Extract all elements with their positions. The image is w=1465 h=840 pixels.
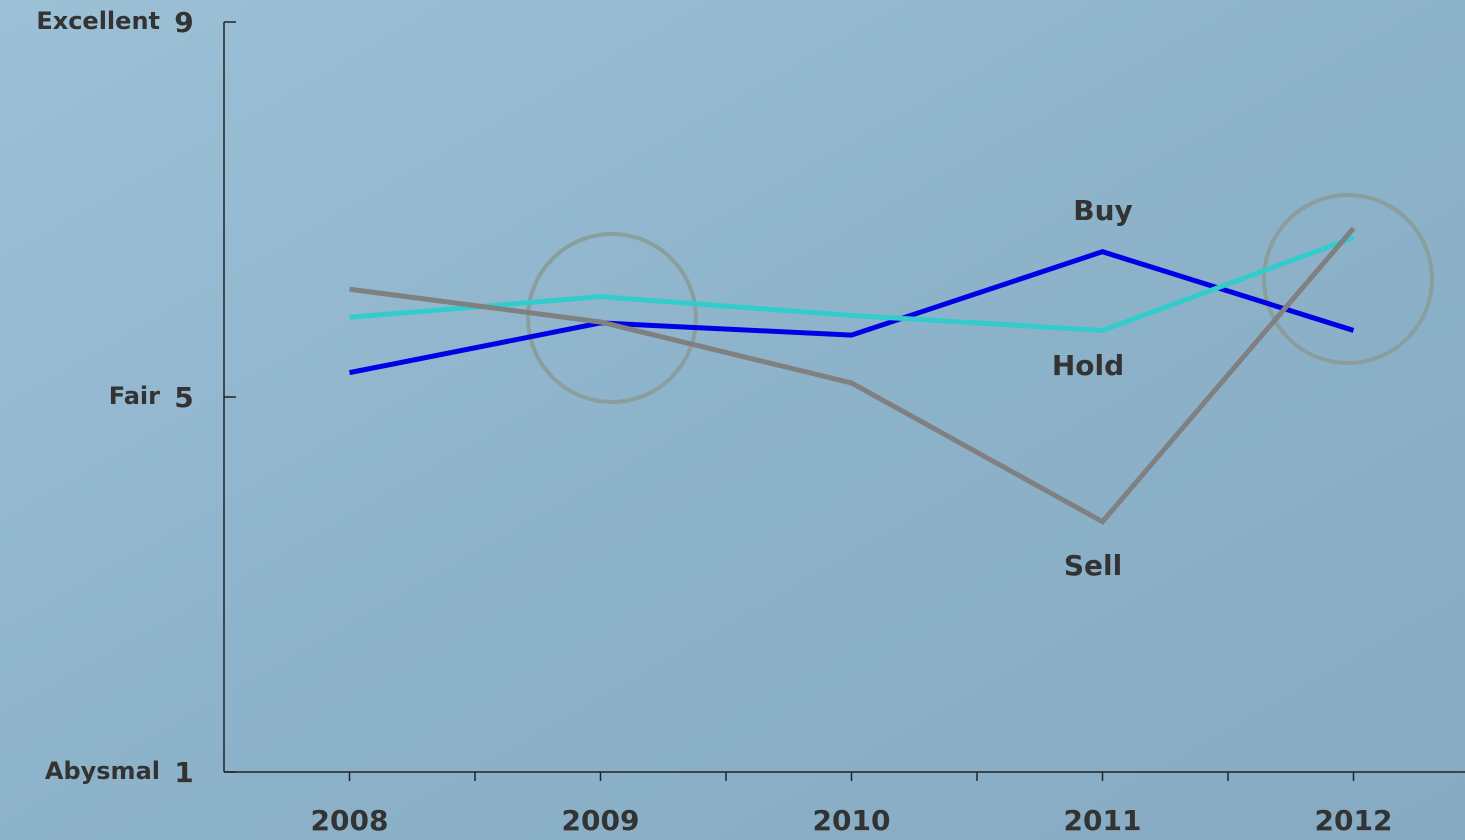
x-tick-label: 2008 <box>311 804 389 837</box>
y-tick-label: 9 <box>174 6 193 39</box>
x-tick-label: 2012 <box>1315 804 1393 837</box>
x-tick-label: 2009 <box>562 804 640 837</box>
x-tick-label: 2010 <box>813 804 891 837</box>
series-label: Buy <box>1073 194 1133 227</box>
page: 1 Abysmal 5 Fair 9 Excellent 2008 2009 2010 2011 2… <box>0 0 1465 840</box>
chart: 1 Abysmal 5 Fair 9 Excellent 2008 2009 2010 2011 2… <box>0 0 1465 840</box>
y-tick-label: 1 <box>174 756 193 789</box>
series-label: Sell <box>1064 549 1122 582</box>
series-label: Hold <box>1052 349 1124 382</box>
y-tick-name: Excellent <box>36 7 160 35</box>
x-tick-label: 2011 <box>1064 804 1142 837</box>
background <box>0 0 1465 840</box>
y-tick-name: Fair <box>109 382 160 410</box>
y-tick-label: 5 <box>174 381 193 414</box>
y-tick-name: Abysmal <box>45 757 160 785</box>
